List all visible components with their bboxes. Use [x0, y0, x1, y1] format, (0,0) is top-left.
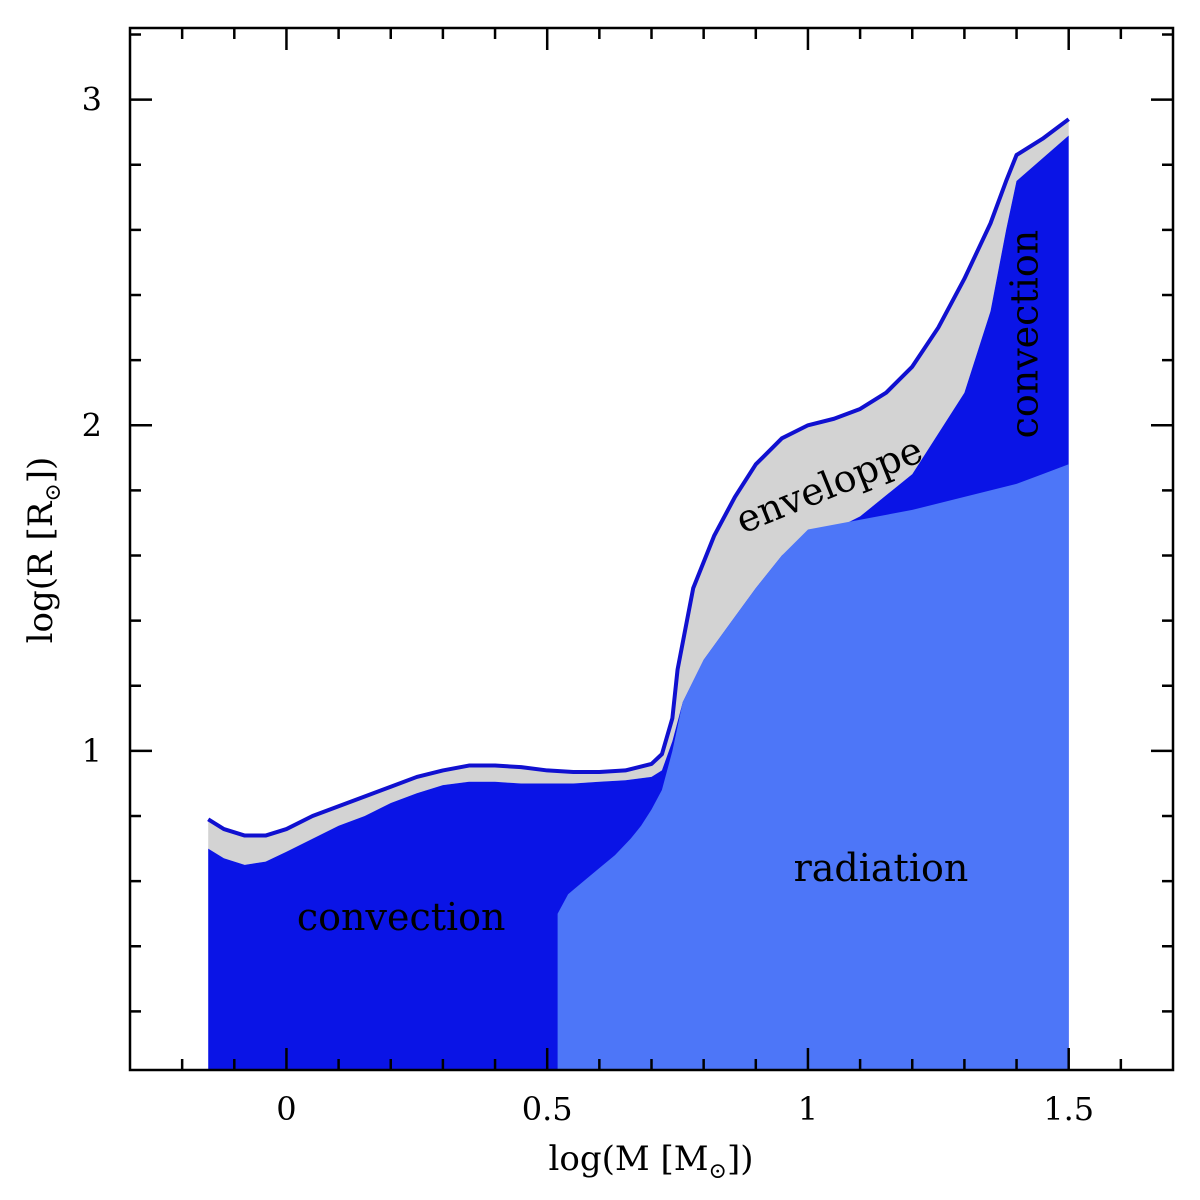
region-label: convection [297, 895, 506, 939]
stellar-regions [207, 117, 1070, 1070]
surface-radius-line [207, 117, 1070, 838]
y-tick-label: 3 [82, 81, 102, 119]
axis-ticks: 0 0.5 1 1.5 1 2 3 [82, 28, 1173, 1128]
y-axis-label: log(R [R⊙]) [21, 457, 66, 644]
x-tick-label: 1.5 [1043, 1090, 1094, 1128]
x-tick-label: 0.5 [522, 1090, 573, 1128]
radiation-region [557, 464, 1069, 1070]
y-tick-label: 2 [82, 406, 102, 444]
region-label: radiation [794, 846, 969, 890]
x-tick-label: 1 [798, 1090, 818, 1128]
x-axis-label: log(M [M⊙]) [548, 1139, 753, 1184]
x-tick-label: 0 [276, 1090, 296, 1128]
plot-frame [128, 26, 1175, 1072]
y-tick-label: 1 [82, 732, 102, 770]
region-label: convection [1002, 230, 1046, 439]
